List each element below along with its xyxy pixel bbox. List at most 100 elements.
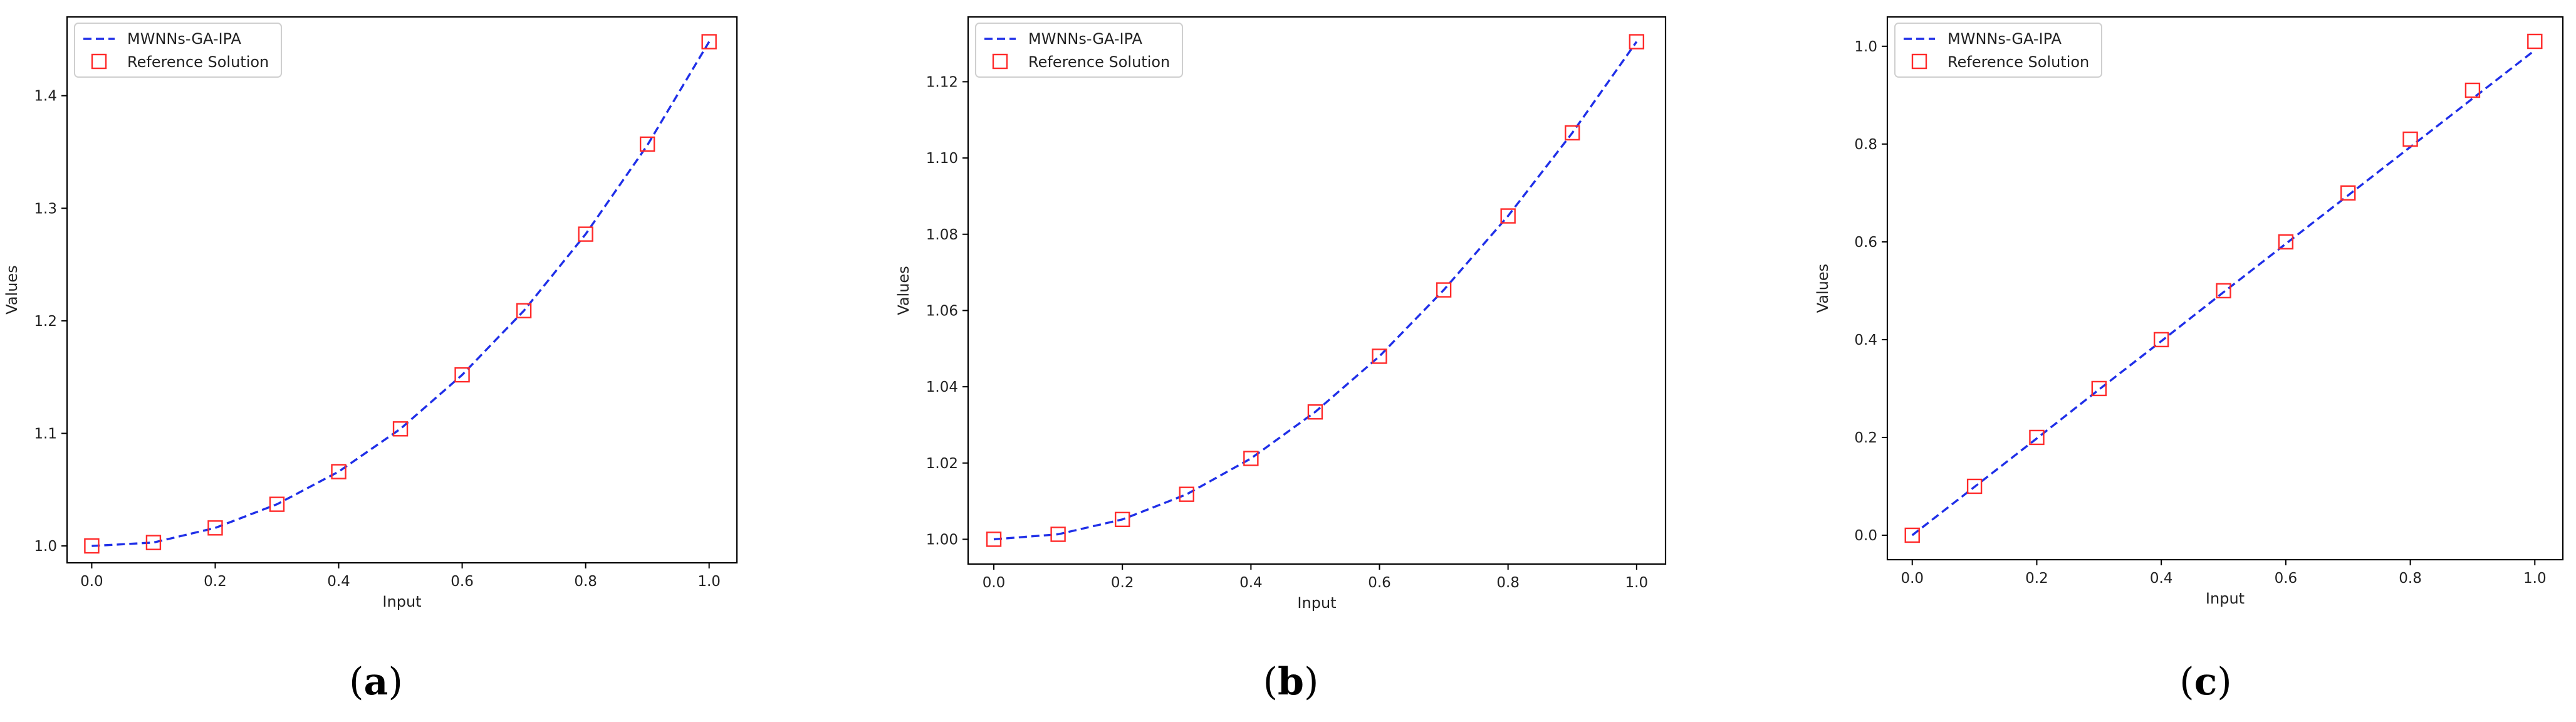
plot-frame (66, 16, 738, 564)
x-tick-label: 0.4 (2150, 570, 2173, 587)
reference-solution-marker (2402, 131, 2418, 147)
y-tick-label: 1.12 (926, 74, 958, 90)
y-tick-label: 0.8 (1854, 137, 1877, 153)
y-tick-label: 0.6 (1854, 234, 1877, 251)
legend-label-fit: MWNNs-GA-IPA (1948, 30, 2062, 48)
reference-solution-marker (207, 520, 223, 536)
y-tick-label: 1.2 (34, 313, 57, 330)
y-tick-label: 1.02 (926, 456, 958, 472)
chart-panel-c: 0.0 0.2 0.4 0.6 0.8 1.0 0.0 0.2 0.4 0.6 0.8 1.0 Inpu… (1814, 16, 2564, 704)
reference-solution-marker (269, 496, 285, 512)
reference-solution-marker (454, 367, 470, 383)
legend-label-reference: Reference Solution (1028, 53, 1170, 71)
legend: MWNNs-GA-IPA Reference Solution (1894, 23, 2102, 78)
legend-marker-swatch (1911, 53, 1927, 70)
reference-solution-marker (516, 303, 532, 318)
y-tick-label: 1.06 (926, 303, 958, 319)
reference-solution-marker (1904, 527, 1920, 543)
reference-solution-marker (2153, 332, 2169, 348)
y-tick-label: 1.0 (1854, 39, 1877, 55)
panel-caption: (a) (349, 660, 403, 704)
y-tick-label: 0.2 (1854, 430, 1877, 446)
y-tick-label: 1.4 (34, 88, 57, 105)
legend: MWNNs-GA-IPA Reference Solution (74, 23, 282, 78)
x-tick-label: 1.0 (1625, 575, 1649, 591)
y-axis-label: Values (895, 266, 912, 315)
plot-frame (1886, 16, 2564, 561)
x-tick-label: 0.2 (204, 573, 227, 590)
x-axis-label: Input (2206, 590, 2245, 607)
reference-solution-marker (701, 34, 717, 50)
legend-box (975, 23, 1183, 78)
reference-solution-marker (639, 136, 655, 152)
reference-solution-marker (2216, 283, 2231, 299)
x-tick-label: 0.8 (1496, 575, 1520, 591)
plot-frame (967, 16, 1667, 565)
reference-solution-marker (2278, 234, 2294, 250)
x-tick-label: 0.2 (1111, 575, 1134, 591)
x-tick-label: 0.8 (574, 573, 597, 590)
panel-caption: (c) (2179, 660, 2231, 704)
panel-letter: b (1278, 660, 1304, 704)
reference-solution-marker (2340, 185, 2356, 201)
series-line-mwnns-ga-ipa (1911, 49, 2536, 536)
reference-solution-marker (1500, 208, 1516, 224)
x-tick-label: 0.4 (327, 573, 350, 590)
legend-label-reference: Reference Solution (1948, 53, 2089, 71)
reference-solution-marker (578, 226, 593, 242)
legend-label-reference: Reference Solution (127, 53, 269, 71)
reference-solution-marker (2091, 380, 2107, 397)
x-tick-label: 0.6 (2275, 570, 2298, 587)
reference-solution-marker (392, 421, 409, 437)
x-tick-label: 0.0 (1901, 570, 1924, 587)
y-axis-label: Values (3, 265, 21, 314)
y-tick-label: 0.4 (1854, 332, 1877, 348)
y-tick-label: 1.1 (34, 426, 57, 442)
panel-letter: a (364, 660, 388, 704)
reference-solution-marker (1966, 478, 1983, 494)
y-tick-label: 1.00 (926, 531, 958, 548)
reference-solution-marker (2029, 429, 2045, 446)
x-tick-label: 0.6 (451, 573, 474, 590)
y-tick-label: 0.0 (1854, 528, 1877, 544)
reference-solution-marker (1372, 348, 1387, 364)
x-axis-label: Input (1297, 594, 1336, 612)
reference-solution-marker (986, 531, 1002, 547)
y-tick-label: 1.0 (34, 538, 57, 555)
series-line-mwnns-ga-ipa (993, 41, 1638, 541)
panel-letter: c (2194, 660, 2218, 704)
legend-marker-swatch (91, 53, 107, 70)
reference-solution-marker (1050, 526, 1066, 542)
chart-panel-a: 0.0 0.2 0.4 0.6 0.8 1.0 1.0 1.1 1.2 1.3 1.4 Input Va… (3, 16, 738, 704)
reference-solution-marker (1565, 125, 1580, 141)
x-tick-label: 0.6 (1368, 575, 1391, 591)
legend-box (1894, 23, 2102, 78)
x-tick-label: 0.0 (80, 573, 103, 590)
legend-label-fit: MWNNs-GA-IPA (127, 30, 242, 48)
reference-solution-marker (2527, 33, 2543, 50)
x-tick-label: 1.0 (2523, 570, 2547, 587)
y-axis-label: Values (1814, 264, 1832, 313)
reference-solution-marker (331, 464, 347, 479)
chart-panel-b: 0.0 0.2 0.4 0.6 0.8 1.0 1.00 1.02 1.04 1.06 1.08 1.… (895, 16, 1667, 704)
y-tick-label: 1.10 (926, 150, 958, 167)
legend-box (74, 23, 282, 78)
panel-caption: (b) (1263, 660, 1319, 704)
x-tick-label: 0.8 (2399, 570, 2422, 587)
x-tick-label: 0.4 (1239, 575, 1263, 591)
x-tick-label: 0.0 (983, 575, 1006, 591)
x-tick-label: 0.2 (2025, 570, 2048, 587)
legend: MWNNs-GA-IPA Reference Solution (975, 23, 1183, 78)
reference-solution-marker (1436, 282, 1452, 298)
y-tick-label: 1.04 (926, 379, 958, 395)
reference-solution-marker (1307, 404, 1323, 420)
y-tick-label: 1.3 (34, 201, 57, 217)
legend-marker-swatch (992, 53, 1008, 70)
x-axis-label: Input (382, 593, 421, 610)
legend-label-fit: MWNNs-GA-IPA (1028, 30, 1143, 48)
series-line-mwnns-ga-ipa (91, 41, 711, 547)
reference-solution-marker (145, 535, 162, 550)
reference-solution-marker (1629, 34, 1645, 50)
reference-solution-marker (1179, 486, 1194, 502)
